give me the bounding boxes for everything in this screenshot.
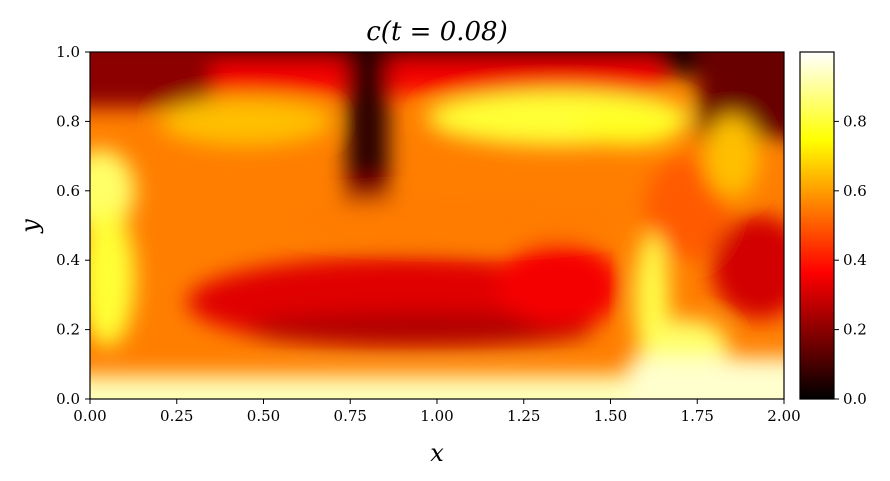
heat-region xyxy=(575,110,680,146)
heat-region xyxy=(90,52,212,108)
y-tick-label: 0.2 xyxy=(56,321,80,339)
x-axis-label: x xyxy=(430,439,444,467)
colorbar-tick-label: 0.4 xyxy=(843,251,867,269)
heat-region xyxy=(495,242,621,327)
x-tick-label: 0.75 xyxy=(334,407,367,425)
colorbar-tick-label: 0.6 xyxy=(843,182,867,200)
x-tick-label: 2.00 xyxy=(767,407,800,425)
x-tick-label: 1.00 xyxy=(420,407,453,425)
heat-region xyxy=(280,197,628,240)
x-tick-label: 1.50 xyxy=(594,407,627,425)
heat-region xyxy=(711,215,784,320)
heat-region xyxy=(645,156,729,261)
heatmap-area xyxy=(90,52,784,399)
y-axis: 0.0 0.2 0.4 0.6 0.8 1.0 xyxy=(56,43,90,408)
x-tick-label: 0.00 xyxy=(73,407,106,425)
y-axis-label: y xyxy=(16,219,44,234)
heat-region xyxy=(627,357,784,399)
heatmap-field xyxy=(90,52,784,399)
heat-region xyxy=(90,208,136,347)
y-tick-label: 0.0 xyxy=(56,390,80,408)
heat-region xyxy=(211,58,663,94)
y-tick-label: 0.6 xyxy=(56,182,80,200)
colorbar-tick-label: 0.2 xyxy=(843,321,867,339)
chart-title: c(t = 0.08) xyxy=(366,17,508,47)
x-tick-label: 0.25 xyxy=(160,407,193,425)
heat-region xyxy=(704,114,760,198)
x-tick-label: 0.50 xyxy=(247,407,280,425)
colorbar-tick-label: 0.8 xyxy=(843,112,867,130)
x-axis: 0.00 0.25 0.50 0.75 1.00 1.25 1.50 1.75 2.00 xyxy=(73,399,801,425)
x-tick-label: 1.75 xyxy=(681,407,714,425)
x-tick-label: 1.25 xyxy=(507,407,540,425)
y-tick-label: 0.8 xyxy=(56,112,80,130)
colorbar-gradient xyxy=(799,51,835,400)
colorbar: 0.0 0.2 0.4 0.6 0.8 xyxy=(799,51,867,408)
heat-region xyxy=(246,312,594,347)
y-tick-label: 1.0 xyxy=(56,43,80,61)
colorbar-tick-label: 0.0 xyxy=(843,390,867,408)
colorbar-ticks: 0.0 0.2 0.4 0.6 0.8 xyxy=(834,112,867,408)
y-tick-label: 0.4 xyxy=(56,251,80,269)
heat-region xyxy=(159,97,333,146)
